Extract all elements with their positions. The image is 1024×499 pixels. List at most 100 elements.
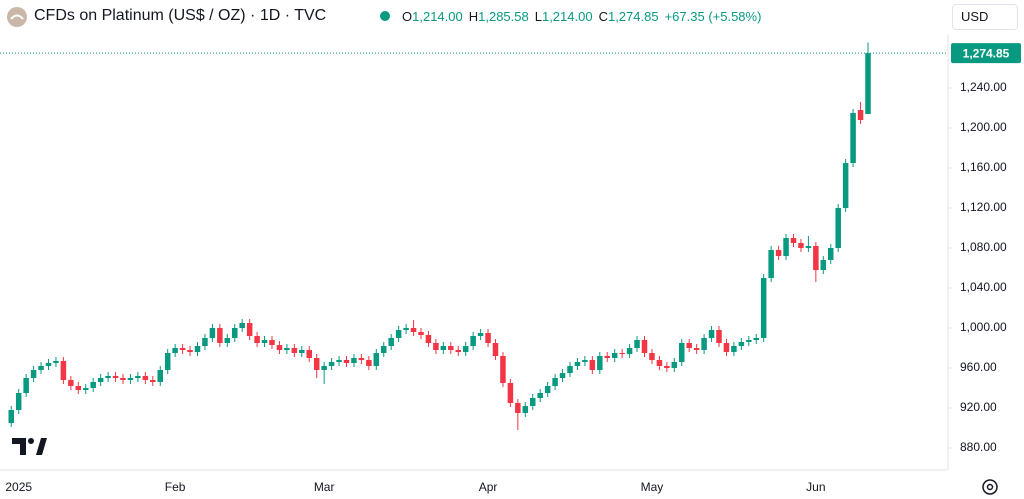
candle-body [60,361,67,380]
ohlc-value: 1,274.85 [607,9,659,24]
candle-body [179,348,186,350]
candle-body [589,360,596,370]
candle-body [634,340,640,348]
candle-body [395,330,402,338]
candle-body [626,348,633,354]
candle-body [187,350,193,352]
candle-body [232,328,238,338]
candle-body [500,356,506,383]
candle-body [45,363,52,366]
candle-body [828,248,834,260]
y-tick-label: 1,040.00 [960,280,1007,294]
candle-body [492,343,499,356]
last-price-label: 1,274.85 [963,46,1010,60]
y-tick-label: 1,000.00 [960,320,1007,334]
candle-body [857,110,864,120]
candle-body [299,350,305,353]
currency-button[interactable]: USD [952,4,1018,30]
candle-body [150,380,156,382]
ohlc-key: O [402,9,413,24]
candle-body [790,238,797,243]
ohlc-value: 1,214.00 [412,9,463,24]
candle-body [537,393,543,398]
symbol-icon [7,7,27,27]
candle-body [418,332,424,335]
candle-body [820,260,827,270]
y-tick-label: 1,200.00 [960,120,1007,134]
candle-body [477,333,484,336]
candle-body [604,356,610,358]
candle-body [366,360,372,366]
chart-title: CFDs on Platinum (US$ / OZ) · 1D · TVC [34,7,327,24]
candle-body [716,330,722,343]
x-tick-label: Mar [314,480,335,494]
candle-body [269,340,275,345]
candle-body [738,342,745,346]
candle-body [783,238,789,256]
candle-body [23,378,29,393]
candle-body [455,350,461,352]
candle-body [485,333,491,343]
candle-body [336,360,342,362]
candle-body [701,338,707,350]
candle-body [157,370,163,382]
settings-icon[interactable] [982,479,998,495]
x-tick-label: May [641,480,664,494]
candle-body [261,340,268,343]
x-tick-label: Feb [165,480,186,494]
ohlc-key: L [534,9,542,24]
change: +67.35 (+5.58%) [664,9,762,24]
candle-body [105,376,111,378]
candle-body [664,366,670,368]
ohlc-legend: O1,214.00 H1,285.58 L1,214.00 C1,274.85 +67.… [402,9,761,24]
candle-body [97,378,104,382]
candle-body [582,360,588,362]
tv-logo [12,438,47,455]
x-tick-label: Jun [806,480,825,494]
candle-body [291,348,298,353]
y-tick-label: 920.00 [960,400,997,414]
candle-body [239,323,245,328]
candle-body [515,403,521,413]
candle-body [544,386,551,393]
candle-body [552,378,558,386]
candle-body [38,366,44,370]
candle-body [656,360,663,366]
candle-body [276,345,283,350]
candle-body [313,358,320,370]
candle-body [381,346,387,353]
candle-body [75,386,82,390]
ohlc-value: 1,214.00 [541,9,593,24]
candle-body [410,328,417,332]
header: CFDs on Platinum (US$ / OZ) · 1D · TVC O… [0,0,1024,34]
candle-body [358,358,365,360]
candle-body [850,113,856,163]
candle-body [90,382,96,388]
ohlc-key: C [598,9,608,24]
candle-body [254,336,260,343]
candle-body [708,330,715,338]
candle-body [567,366,573,373]
candle-body [693,348,700,350]
candle-body [775,250,782,256]
x-tick-label: 2025 [5,480,32,494]
candle-body [835,208,841,248]
candle-body [619,353,625,354]
candle-body [53,361,59,363]
candle-body [172,348,178,353]
candle-body [388,338,394,346]
candle-body [202,338,208,346]
candle-body [194,346,201,352]
candle-body [164,353,171,370]
candle-body [768,250,774,278]
y-tick-label: 1,080.00 [960,240,1007,254]
candle-body [448,346,454,350]
candle-body [865,53,871,114]
candle-body [641,340,648,353]
candle-body [805,246,812,248]
candle-body [731,346,737,352]
candle-body [142,376,149,380]
y-tick-label: 1,240.00 [960,80,1007,94]
y-tick-label: 880.00 [960,440,997,454]
